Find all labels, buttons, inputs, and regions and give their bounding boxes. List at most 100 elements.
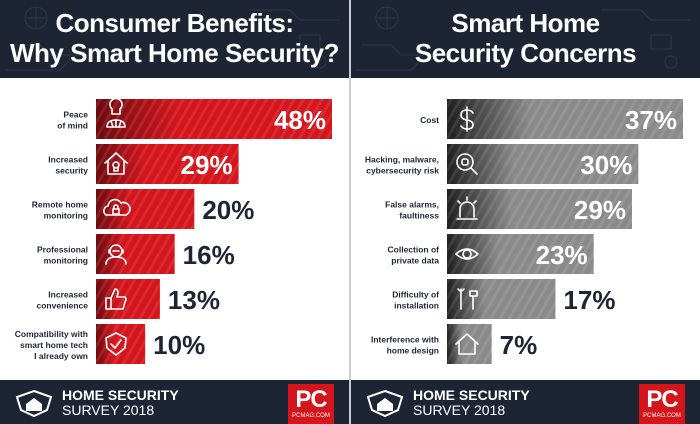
category-label: Hacking, malware, cybersecurity risk: [365, 155, 439, 176]
title-line-2: Security Concerns: [414, 38, 637, 68]
dollar-icon: [460, 106, 474, 132]
value-label: 29%: [181, 150, 233, 180]
category-label: Remote home monitoring: [32, 200, 88, 221]
tools-icon: [457, 288, 478, 310]
survey-caption-line-1: HOME SECURITY: [62, 387, 179, 403]
category-label-line: Difficulty of: [392, 290, 439, 300]
circuit-pattern: [356, 6, 691, 71]
house-shield-logo-icon: [366, 389, 404, 418]
category-label: Difficulty of installation: [392, 290, 439, 311]
category-label: Peace of mind: [57, 110, 88, 131]
bar-row: Compatibility with smart home tech I alrea…: [15, 324, 205, 364]
value-label: 13%: [168, 285, 220, 315]
lotus-icon: [106, 97, 126, 128]
bar-texture: [96, 324, 146, 364]
category-label-line: I already own: [34, 351, 88, 361]
pc-logo-text: PC: [646, 386, 678, 413]
category-label-line: security: [55, 166, 88, 176]
value-label: 23%: [536, 240, 588, 270]
category-label-line: cybersecurity risk: [366, 166, 439, 176]
title-line-1: Smart Home: [451, 8, 600, 38]
title-line-1: Consumer Benefits:: [55, 8, 294, 38]
survey-caption-line-2: SURVEY 2018: [413, 402, 506, 418]
category-label-line: monitoring: [44, 211, 88, 221]
survey-caption-line-1: HOME SECURITY: [413, 387, 530, 403]
category-label-line: private data: [391, 256, 439, 266]
circuit-pattern: [5, 6, 340, 71]
category-label-line: of mind: [57, 121, 88, 131]
bar-row: Peace of mind 48%: [57, 97, 332, 139]
category-label-line: Increased: [48, 290, 88, 300]
bar-row: Professional monitoring 16%: [37, 234, 235, 274]
pc-logo-text: PC: [295, 386, 327, 413]
concerns-title: Smart Home Security Concerns: [351, 8, 700, 68]
bar-texture: [96, 99, 332, 139]
operator-icon: [105, 244, 127, 265]
category-label-line: Remote home: [32, 200, 88, 210]
pcmag-badge[interactable]: PC PCMAG.COM: [639, 384, 685, 424]
benefits-bar-chart: Peace of mind 48%Increased security 29%Remot…: [15, 97, 332, 364]
benefits-header: Consumer Benefits: Why Smart Home Securi…: [0, 0, 349, 78]
bar-row: Interference with home design 7%: [371, 324, 537, 364]
house-outline-icon: [455, 333, 479, 355]
cloud-lock-icon: [103, 198, 131, 216]
category-label-line: Interference with: [371, 335, 439, 345]
category-label-line: Professional: [37, 245, 88, 255]
bar-texture: [447, 99, 683, 139]
bar-row: Hacking, malware, cybersecurity risk 30%: [365, 144, 639, 184]
alarm-light-icon: [456, 196, 478, 220]
bar-row: Increased security 29%: [48, 144, 239, 184]
value-label: 17%: [563, 285, 615, 315]
category-label-line: Increased: [48, 155, 88, 165]
category-label: Collection of private data: [388, 245, 440, 266]
category-label-line: monitoring: [44, 256, 88, 266]
thumbs-up-icon: [105, 288, 127, 310]
category-label-line: installation: [394, 301, 439, 311]
bar-texture: [447, 189, 632, 229]
bar-texture: [96, 144, 239, 184]
concerns-header: Smart Home Security Concerns: [351, 0, 700, 78]
category-label: Increased convenience: [37, 290, 89, 311]
category-label: False alarms, faultiness: [385, 200, 439, 221]
pcmag-url: PCMAG.COM: [643, 413, 681, 419]
eye-icon: [455, 248, 479, 260]
bug-magnifier-icon: [456, 153, 478, 175]
bar-texture: [447, 324, 492, 364]
value-label: 20%: [202, 195, 254, 225]
bar-texture: [447, 279, 556, 319]
title-line-2: Why Smart Home Security?: [10, 38, 339, 68]
bar-row: Cost 37%: [420, 99, 683, 139]
survey-caption-line-2: SURVEY 2018: [62, 402, 155, 418]
bar-row: False alarms, faultiness 29%: [385, 189, 632, 229]
category-label: Increased security: [48, 155, 88, 176]
survey-caption: HOME SECURITY SURVEY 2018: [413, 388, 530, 418]
bar-row: Increased convenience 13%: [37, 279, 220, 319]
value-label: 37%: [625, 105, 677, 135]
value-label: 7%: [500, 330, 538, 360]
category-label: Interference with home design: [371, 335, 439, 356]
survey-caption: HOME SECURITY SURVEY 2018: [62, 388, 179, 418]
pcmag-url: PCMAG.COM: [292, 413, 330, 419]
benefits-title: Consumer Benefits: Why Smart Home Securi…: [0, 8, 349, 68]
bar-row: Remote home monitoring 20%: [32, 189, 254, 229]
benefits-panel: Consumer Benefits: Why Smart Home Securi…: [0, 0, 349, 424]
bar-texture: [447, 144, 639, 184]
pcmag-badge[interactable]: PC PCMAG.COM: [288, 384, 334, 424]
category-label-line: smart home tech: [20, 340, 88, 350]
category-label-line: False alarms,: [385, 200, 439, 210]
concerns-panel: Smart Home Security Concerns Cost 37% Hack…: [351, 0, 700, 424]
bar-texture: [96, 234, 175, 274]
value-label: 48%: [274, 105, 326, 135]
house-shield-logo-icon: [15, 389, 53, 418]
category-label: Compatibility with smart home tech I alrea…: [15, 329, 88, 361]
house-lock-icon: [104, 152, 128, 175]
bar-row: Difficulty of installation 17%: [392, 279, 615, 319]
value-label: 10%: [153, 330, 205, 360]
value-label: 30%: [580, 150, 632, 180]
category-label-line: Compatibility with: [15, 329, 88, 339]
panel-divider: [349, 0, 351, 424]
bar-row: Collection of private data 23%: [388, 234, 594, 274]
category-label-line: convenience: [37, 301, 89, 311]
value-label: 29%: [574, 195, 626, 225]
shield-check-icon: [105, 332, 127, 356]
